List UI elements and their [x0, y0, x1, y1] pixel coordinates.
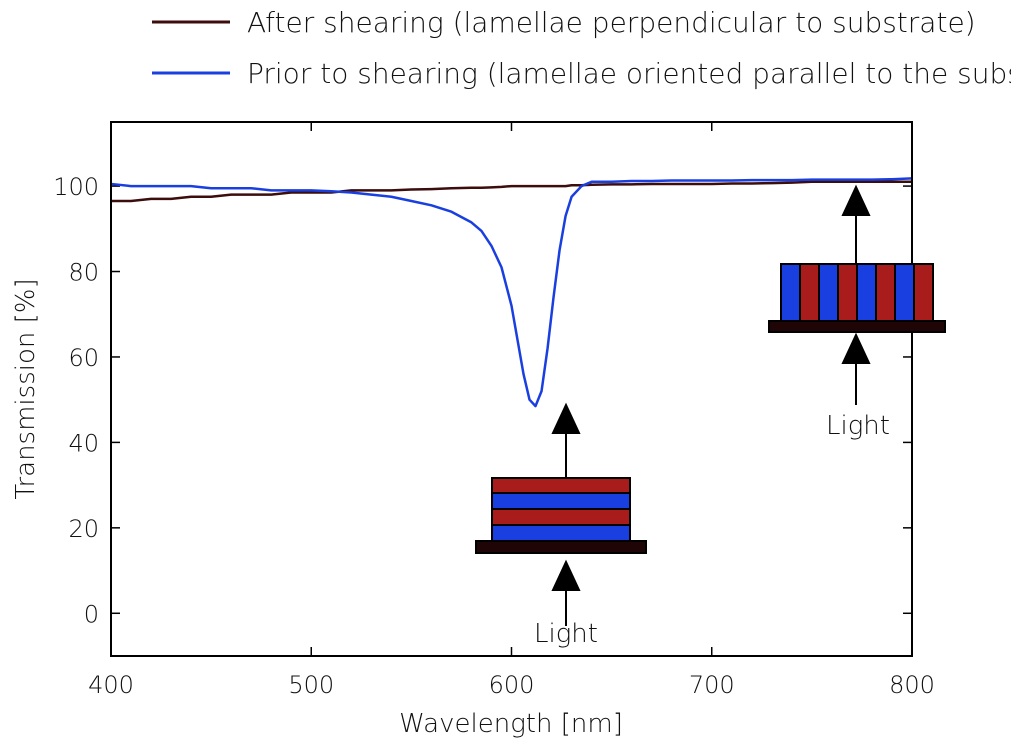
plot-area: [110, 121, 913, 657]
legend-label: After shearing (lamellae perpendicular t…: [247, 6, 976, 39]
x-tick-label: 700: [689, 671, 735, 699]
plot-frame: [110, 121, 913, 657]
y-tick-label: 20: [68, 515, 99, 543]
x-tick-label: 500: [288, 671, 334, 699]
annotation: Light: [826, 411, 890, 441]
inset-parallel: [475, 402, 647, 626]
x-tick-label: 600: [489, 671, 535, 699]
series-line: [110, 177, 913, 408]
y-tick-label: 0: [84, 600, 99, 628]
annotation: Light: [534, 619, 598, 649]
y-tick-label: 100: [53, 173, 99, 201]
y-tick-label: 60: [68, 344, 99, 372]
legend-label: Prior to shearing (lamellae oriented par…: [247, 57, 1011, 90]
series-line: [111, 180, 912, 203]
y-tick-label: 80: [68, 259, 99, 287]
y-tick-label: 40: [68, 429, 99, 457]
x-tick-label: 400: [88, 671, 134, 699]
x-tick-label: 800: [889, 671, 935, 699]
x-axis-label: Wavelength [nm]: [399, 709, 623, 739]
y-axis-label: Transmission [%]: [11, 278, 41, 499]
inset-perpendicular: [768, 184, 946, 405]
